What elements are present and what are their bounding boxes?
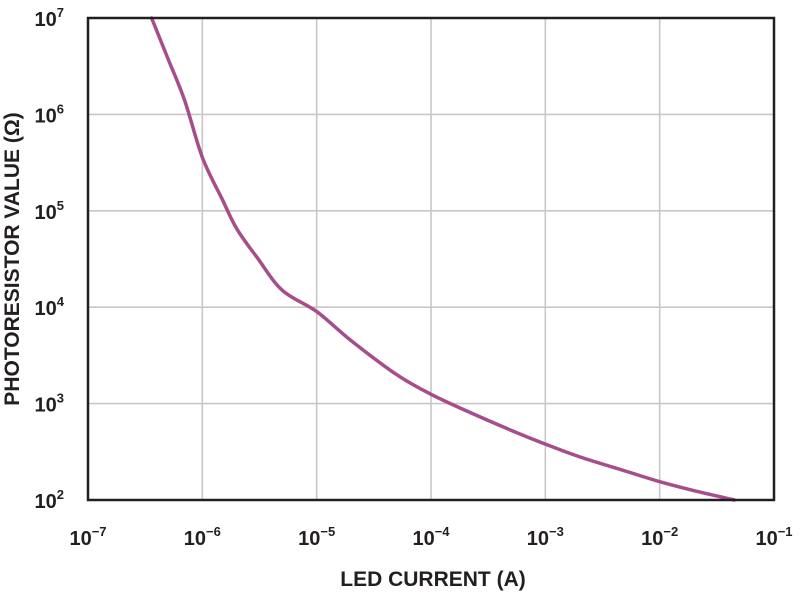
y-tick-label: 105: [35, 198, 64, 224]
y-grid: [88, 113, 774, 405]
y-tick-label: 103: [35, 391, 64, 417]
y-tick-label: 104: [35, 294, 65, 320]
x-tick-label: 10−2: [641, 524, 678, 550]
y-tick-labels: 102 103 104 105 106 107: [35, 5, 65, 513]
x-tick-label: 10−1: [755, 524, 792, 550]
y-tick-label: 107: [35, 5, 64, 31]
series-line: [149, 16, 737, 502]
y-axis-title: PHOTORESISTOR VALUE (Ω): [1, 112, 24, 405]
plot-frame: [86, 16, 776, 502]
x-tick-label: 10−5: [298, 524, 335, 550]
y-tick-label: 106: [35, 101, 64, 127]
x-tick-label: 10−3: [527, 524, 564, 550]
x-grid: [201, 18, 661, 500]
x-axis-title: LED CURRENT (A): [340, 568, 525, 591]
y-tick-label: 102: [35, 487, 64, 513]
x-tick-labels: 10−7 10−6 10−5 10−4 10−3 10−2 10−1: [69, 524, 792, 550]
x-tick-label: 10−6: [184, 524, 221, 550]
x-tick-label: 10−4: [412, 524, 450, 550]
series-layer: [149, 16, 737, 502]
x-tick-label: 10−7: [69, 524, 106, 550]
